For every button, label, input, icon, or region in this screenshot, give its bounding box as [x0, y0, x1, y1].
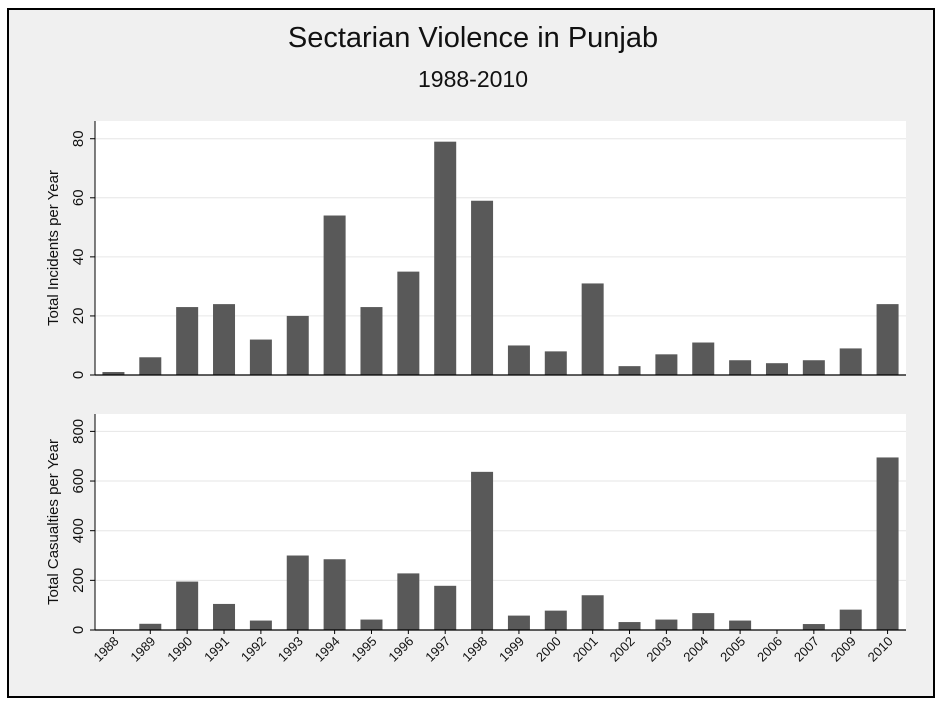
- y-tick-label: 200: [70, 568, 87, 593]
- bar-2007: [802, 360, 825, 375]
- bar-2000: [544, 351, 567, 375]
- x-tick-label-2003: 2003: [643, 634, 674, 665]
- chart-subtitle: 1988-2010: [418, 66, 528, 92]
- bar-2001: [581, 283, 604, 375]
- bar-1991: [213, 603, 236, 630]
- bar-2000: [544, 610, 567, 630]
- bar-1989: [139, 623, 162, 630]
- bar-1997: [434, 585, 457, 630]
- bar-1999: [507, 345, 530, 375]
- y-tick-label: 400: [70, 518, 87, 543]
- plot-area-2: [95, 414, 906, 630]
- bar-1999: [507, 615, 530, 630]
- bar-2010: [876, 304, 899, 375]
- bar-2007: [802, 624, 825, 630]
- y-tick-label: 600: [70, 469, 87, 494]
- x-tick-label-1990: 1990: [164, 634, 195, 665]
- bar-1992: [249, 339, 272, 375]
- bar-1994: [323, 559, 346, 630]
- bar-1996: [397, 271, 420, 375]
- y-axis-label: Total Incidents per Year: [45, 170, 62, 326]
- bar-2005: [729, 620, 752, 630]
- bar-2009: [839, 609, 862, 630]
- bar-2004: [692, 613, 715, 630]
- x-tick-label-2004: 2004: [680, 634, 711, 665]
- bar-1990: [176, 307, 199, 375]
- x-tick-label-1994: 1994: [312, 634, 343, 665]
- bar-2003: [655, 354, 678, 375]
- bar-1995: [360, 307, 383, 375]
- x-tick-label-1993: 1993: [275, 634, 306, 665]
- bar-1990: [176, 581, 199, 630]
- bar-2004: [692, 342, 715, 375]
- x-tick-label-2010: 2010: [865, 634, 896, 665]
- bar-2003: [655, 619, 678, 630]
- x-tick-label-2002: 2002: [607, 634, 638, 665]
- bar-2005: [729, 360, 752, 375]
- bar-2010: [876, 457, 899, 630]
- y-tick-label: 20: [70, 308, 87, 325]
- x-tick-label-1998: 1998: [459, 634, 490, 665]
- bar-1996: [397, 573, 420, 630]
- x-tick-label-2006: 2006: [754, 634, 785, 665]
- bar-1997: [434, 141, 457, 375]
- bar-1991: [213, 304, 236, 375]
- x-tick-label-2009: 2009: [828, 634, 859, 665]
- x-tick-label-2007: 2007: [791, 634, 822, 665]
- bar-1998: [471, 200, 494, 375]
- y-tick-label: 0: [70, 626, 87, 634]
- bar-1993: [286, 315, 309, 375]
- bar-1994: [323, 215, 346, 375]
- x-tick-label-1995: 1995: [349, 634, 380, 665]
- x-tick-label-2000: 2000: [533, 634, 564, 665]
- bar-1998: [471, 471, 494, 630]
- y-tick-label: 80: [70, 130, 87, 147]
- x-tick-label-1991: 1991: [201, 634, 232, 665]
- bar-2002: [618, 622, 641, 630]
- x-tick-label-1999: 1999: [496, 634, 527, 665]
- x-tick-label-2001: 2001: [570, 634, 601, 665]
- chart-title: Sectarian Violence in Punjab: [287, 22, 659, 54]
- x-tick-label-1989: 1989: [127, 634, 158, 665]
- x-tick-label-1997: 1997: [422, 634, 453, 665]
- x-tick-label-1992: 1992: [238, 634, 269, 665]
- y-tick-label: 40: [70, 249, 87, 266]
- x-tick-label-1996: 1996: [385, 634, 416, 665]
- x-tick-label-1988: 1988: [90, 634, 121, 665]
- bar-1993: [286, 555, 309, 630]
- bar-1988: [102, 372, 125, 375]
- bar-1995: [360, 619, 383, 630]
- x-tick-label-2005: 2005: [717, 634, 748, 665]
- bar-1992: [249, 620, 272, 630]
- bar-1989: [139, 357, 162, 375]
- y-tick-label: 0: [70, 371, 87, 379]
- bar-2009: [839, 348, 862, 375]
- y-tick-label: 60: [70, 189, 87, 206]
- y-axis-label: Total Casualties per Year: [45, 439, 62, 605]
- bar-2001: [581, 595, 604, 630]
- bar-2006: [765, 363, 788, 375]
- bar-2002: [618, 366, 641, 375]
- y-tick-label: 800: [70, 419, 87, 444]
